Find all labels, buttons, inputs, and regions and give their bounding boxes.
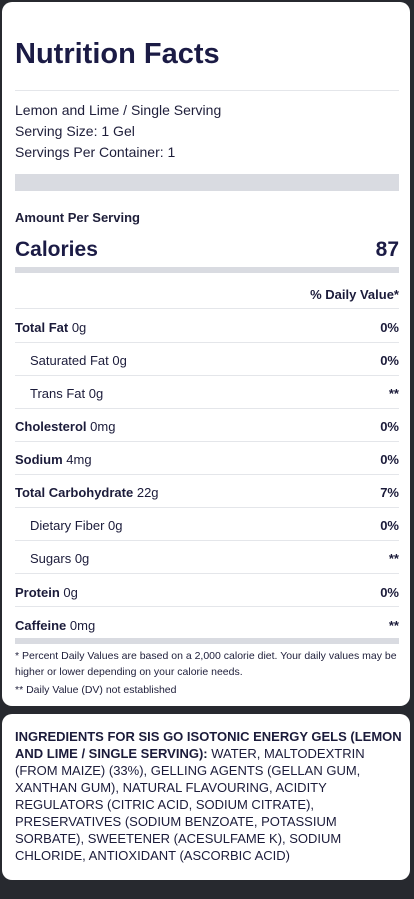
product-line: Lemon and Lime / Single Serving	[15, 102, 222, 118]
divider	[15, 540, 399, 541]
footnote-dv-not-established: ** Daily Value (DV) not established	[15, 684, 177, 696]
nutrient-saturated-fat: Saturated Fat 0g	[30, 353, 127, 368]
nutrient-caffeine-dv: **	[388, 618, 399, 633]
nutrient-trans-fat-dv: **	[388, 386, 399, 401]
nutrient-saturated-fat-dv: 0%	[380, 353, 399, 368]
nutrient-total-carbohydrate: Total Carbohydrate 22g	[15, 485, 159, 500]
nutrient-total-fat: Total Fat 0g	[15, 320, 87, 335]
nutrient-protein: Protein 0g	[15, 585, 78, 600]
nutrient-sugars-dv: **	[388, 551, 399, 566]
ingredients-list: WATER, MALTODEXTRIN (FROM MAIZE) (33%), …	[15, 746, 365, 863]
divider	[15, 308, 399, 309]
nutrient-dietary-fiber: Dietary Fiber 0g	[30, 518, 123, 533]
calories-value: 87	[375, 238, 399, 261]
divider	[15, 342, 399, 343]
thick-divider	[15, 174, 399, 191]
servings-per-container: Servings Per Container: 1	[15, 144, 176, 160]
nutrient-sodium: Sodium 4mg	[15, 452, 92, 467]
footnote-divider	[15, 638, 399, 644]
calories-label: Calories	[15, 238, 98, 261]
divider	[15, 408, 399, 409]
divider	[15, 90, 399, 91]
daily-value-header: % Daily Value*	[310, 287, 399, 302]
nutrient-protein-dv: 0%	[380, 585, 399, 600]
nutrient-sodium-dv: 0%	[380, 452, 399, 467]
nutrient-trans-fat: Trans Fat 0g	[30, 386, 104, 401]
divider	[15, 606, 399, 607]
divider	[15, 507, 399, 508]
nutrient-sugars: Sugars 0g	[30, 551, 90, 566]
ingredients-card: INGREDIENTS FOR SIS GO ISOTONIC ENERGY G…	[2, 714, 410, 880]
amount-per-serving: Amount Per Serving	[15, 210, 140, 225]
divider	[15, 573, 399, 574]
nutrient-dietary-fiber-dv: 0%	[380, 518, 399, 533]
nutrient-total-fat-dv: 0%	[380, 320, 399, 335]
nutrient-cholesterol-dv: 0%	[380, 419, 399, 434]
divider	[15, 474, 399, 475]
divider	[15, 375, 399, 376]
label-title: Nutrition Facts	[15, 38, 220, 70]
nutrition-facts-card: Nutrition Facts Lemon and Lime / Single …	[2, 2, 410, 706]
nutrient-caffeine: Caffeine 0mg	[15, 618, 96, 633]
nutrient-cholesterol: Cholesterol 0mg	[15, 419, 116, 434]
divider	[15, 441, 399, 442]
calories-divider	[15, 267, 399, 273]
serving-size: Serving Size: 1 Gel	[15, 123, 135, 139]
nutrient-total-carbohydrate-dv: 7%	[380, 485, 399, 500]
footnote-daily-values: * Percent Daily Values are based on a 2,…	[15, 650, 397, 678]
ingredients-heading: INGREDIENTS FOR SIS GO ISOTONIC ENERGY G…	[15, 729, 402, 761]
ingredients-text: INGREDIENTS FOR SIS GO ISOTONIC ENERGY G…	[15, 728, 407, 864]
